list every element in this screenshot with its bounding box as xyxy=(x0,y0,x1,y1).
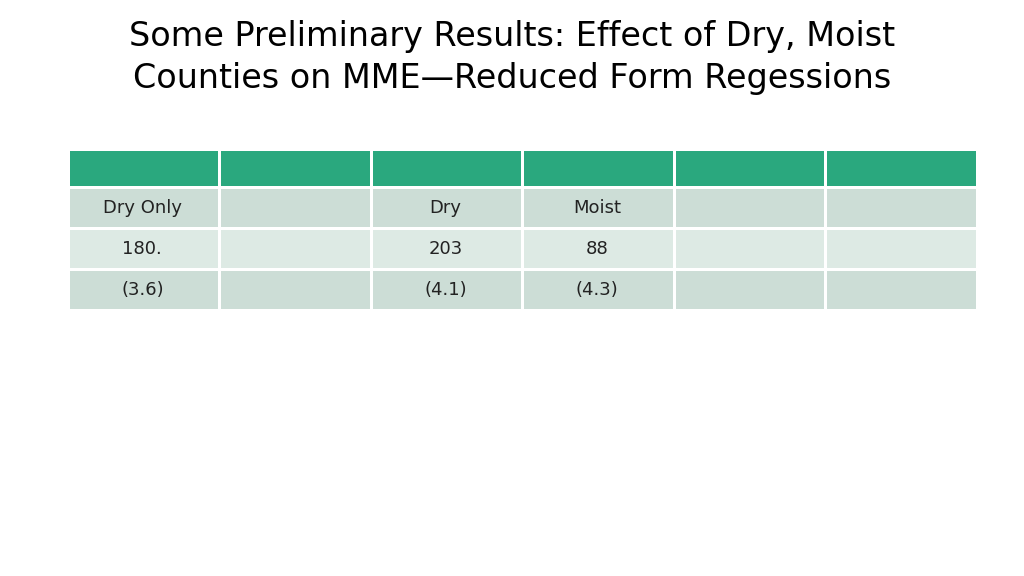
Bar xyxy=(524,271,673,309)
Bar xyxy=(221,271,370,309)
Text: 203: 203 xyxy=(428,240,463,258)
Text: Moist: Moist xyxy=(573,199,621,217)
Bar xyxy=(70,230,218,268)
Bar xyxy=(524,189,673,227)
Bar xyxy=(221,230,370,268)
Bar xyxy=(827,271,976,309)
Bar xyxy=(676,230,824,268)
Text: (3.6): (3.6) xyxy=(121,281,164,299)
Text: 88: 88 xyxy=(586,240,608,258)
Bar xyxy=(70,271,218,309)
Bar xyxy=(524,151,673,186)
Bar xyxy=(524,230,673,268)
Bar xyxy=(827,151,976,186)
Bar xyxy=(373,189,521,227)
Bar xyxy=(70,151,218,186)
Bar xyxy=(827,230,976,268)
Bar xyxy=(827,189,976,227)
Bar xyxy=(221,189,370,227)
Bar xyxy=(373,151,521,186)
Bar xyxy=(373,271,521,309)
Bar xyxy=(70,189,218,227)
Text: 180.: 180. xyxy=(123,240,162,258)
Bar xyxy=(676,189,824,227)
Bar xyxy=(676,271,824,309)
Text: Some Preliminary Results: Effect of Dry, Moist
Counties on MME—Reduced Form Rege: Some Preliminary Results: Effect of Dry,… xyxy=(129,20,895,95)
Bar xyxy=(373,230,521,268)
Bar xyxy=(676,151,824,186)
Text: (4.3): (4.3) xyxy=(575,281,618,299)
Text: Dry Only: Dry Only xyxy=(102,199,182,217)
Text: Dry: Dry xyxy=(429,199,462,217)
Text: (4.1): (4.1) xyxy=(424,281,467,299)
Bar xyxy=(221,151,370,186)
